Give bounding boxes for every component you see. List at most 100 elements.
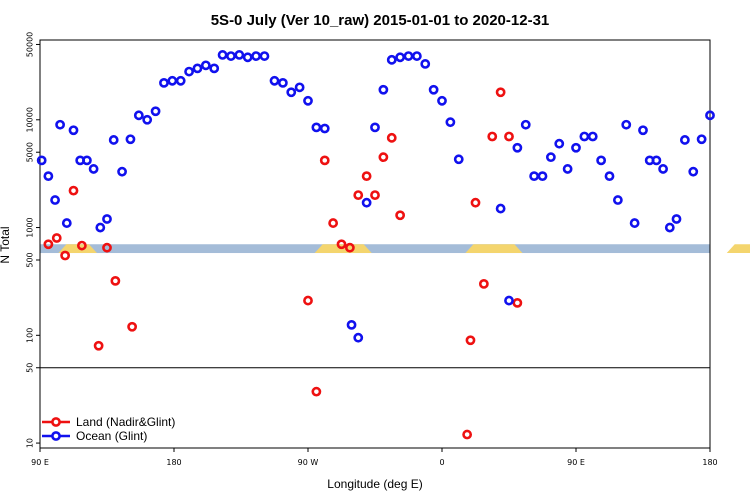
land-band-segment — [58, 244, 97, 254]
land-band-segment — [726, 244, 750, 254]
ocean-point — [604, 171, 615, 182]
ocean-point — [95, 222, 106, 233]
land-point — [319, 155, 330, 166]
ocean-point — [108, 135, 119, 145]
land-point — [336, 239, 347, 250]
ocean-point — [520, 119, 531, 130]
ocean-point — [346, 319, 357, 330]
x-tick-label: 90 W — [298, 458, 319, 467]
ocean-point — [671, 214, 682, 224]
x-tick-label: 0 — [439, 458, 444, 467]
ocean-point — [234, 50, 245, 60]
ocean-point — [242, 52, 253, 63]
ocean-point — [621, 119, 632, 130]
ocean-point — [68, 125, 79, 136]
ocean-point — [167, 75, 178, 86]
land-point — [102, 242, 112, 253]
legend-label: Ocean (Glint) — [76, 429, 147, 443]
ocean-point — [150, 106, 161, 117]
land-point — [43, 239, 54, 250]
ocean-point — [428, 84, 439, 95]
land-point — [328, 218, 339, 228]
ocean-point — [303, 95, 313, 106]
land-point — [370, 190, 380, 201]
ocean-point — [88, 164, 99, 174]
y-tick-label: 500 — [26, 252, 35, 267]
ocean-point — [696, 134, 707, 145]
ocean-point — [117, 166, 127, 177]
ocean-point — [579, 131, 590, 142]
plot-frame — [39, 39, 711, 449]
land-point — [353, 190, 364, 201]
ocean-point — [705, 110, 715, 121]
ocean-point — [50, 195, 60, 205]
ocean-point — [420, 59, 431, 69]
land-point — [51, 233, 62, 243]
ocean-point — [504, 295, 514, 306]
land-point — [127, 321, 138, 332]
land-point — [504, 131, 514, 142]
land-point — [93, 340, 104, 351]
land-band-segment — [465, 244, 523, 254]
ocean-point — [512, 142, 523, 153]
ocean-point — [294, 82, 305, 93]
ocean-point — [658, 164, 668, 174]
x-tick-label: 90 E — [31, 458, 49, 467]
ocean-point — [638, 125, 648, 136]
ocean-point — [269, 75, 280, 86]
ocean-point — [386, 54, 397, 65]
ocean-point — [226, 51, 236, 61]
ocean-point — [361, 197, 372, 208]
ocean-point — [562, 164, 573, 174]
ocean-point — [102, 214, 112, 224]
land-point — [378, 152, 389, 163]
ocean-point — [184, 66, 194, 77]
y-tick-label: 100 — [26, 328, 35, 343]
ocean-point — [159, 77, 169, 88]
land-point — [110, 275, 121, 286]
x-tick-label: 180 — [166, 458, 181, 467]
ocean-point — [612, 195, 623, 205]
ocean-point — [259, 51, 270, 61]
land-point — [512, 297, 523, 308]
ocean-point — [403, 51, 414, 61]
land-point — [344, 242, 355, 253]
ocean-point — [529, 171, 540, 182]
ocean-point — [277, 77, 288, 88]
ocean-point — [651, 155, 662, 166]
ocean-point — [411, 51, 422, 61]
ocean-point — [209, 63, 220, 74]
y-tick-label: 5000 — [26, 142, 35, 162]
ocean-point — [125, 134, 136, 145]
land-point — [462, 429, 473, 440]
ocean-band — [40, 244, 710, 254]
ocean-point — [370, 122, 380, 133]
land-point — [60, 250, 71, 261]
ocean-point — [395, 52, 406, 63]
land-point — [76, 240, 87, 251]
ocean-point — [596, 155, 607, 166]
land-point — [395, 210, 406, 221]
ocean-point — [353, 332, 364, 343]
ocean-point — [378, 84, 389, 95]
ocean-point — [61, 218, 72, 228]
ocean-point — [311, 122, 322, 133]
legend-marker — [51, 431, 61, 441]
legend-label: Land (Nadir&Glint) — [76, 415, 175, 429]
ocean-point — [319, 123, 330, 134]
ocean-point — [571, 142, 581, 153]
land-point — [68, 185, 79, 196]
ocean-point — [537, 171, 548, 182]
ocean-point — [664, 222, 675, 233]
y-tick-label: 10 — [26, 438, 35, 448]
ocean-point — [495, 203, 506, 214]
ocean-point — [217, 50, 228, 60]
ocean-point — [133, 110, 144, 121]
ocean-point — [36, 155, 47, 166]
chart-title: 5S-0 July (Ver 10_raw) 2015-01-01 to 202… — [211, 12, 550, 29]
land-point — [361, 171, 372, 182]
ocean-point — [55, 119, 65, 130]
ocean-point — [142, 114, 153, 125]
ocean-point — [192, 63, 203, 74]
